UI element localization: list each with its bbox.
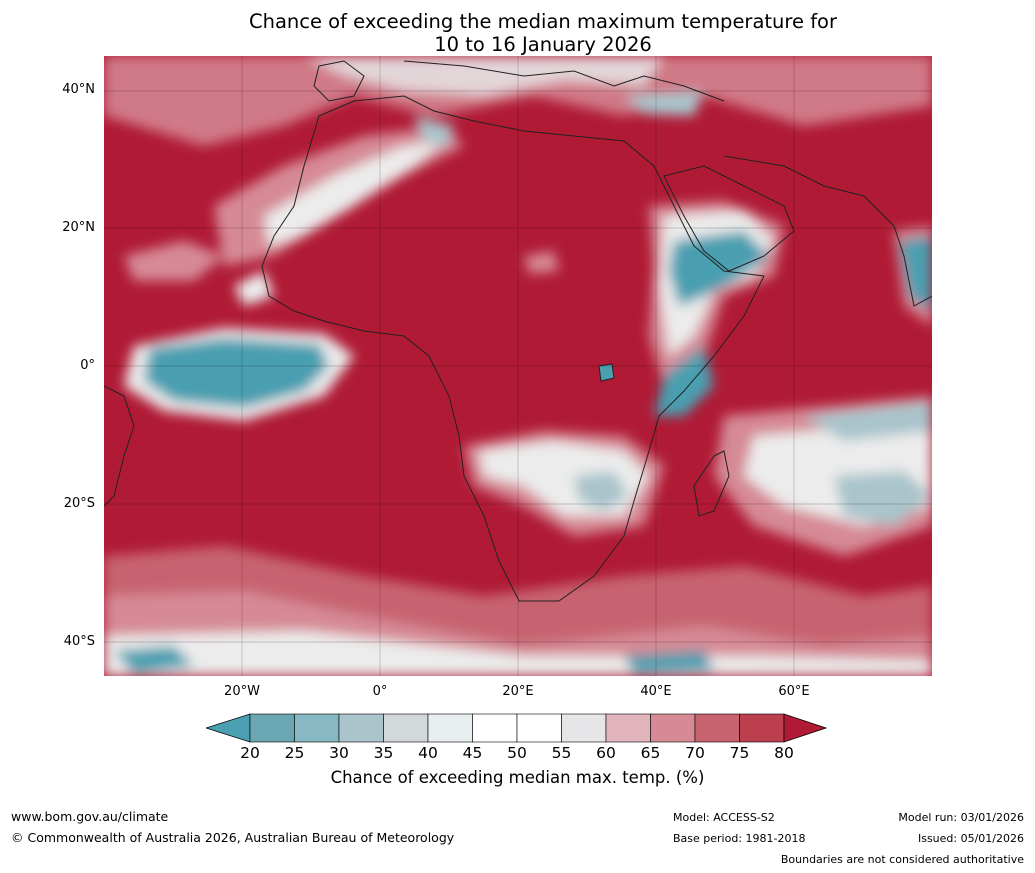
colorbar (206, 713, 828, 743)
colorbar-segment (516, 713, 562, 743)
colorbar-segment (650, 713, 696, 743)
colorbar-segment (472, 713, 518, 743)
colorbar-tick-label: 40 (418, 744, 438, 762)
footer-model-run: Model run: 03/01/2026 (898, 811, 1024, 824)
lat-label-40n: 40°N (62, 82, 95, 97)
title-line-1: Chance of exceeding the median maximum t… (248, 10, 838, 33)
colorbar-tick-label: 25 (284, 744, 305, 762)
map-canvas (104, 56, 932, 676)
colorbar-segment (739, 713, 785, 743)
graticule (104, 56, 932, 676)
lon-label-0: 0° (372, 684, 388, 699)
colorbar-extend-low (206, 713, 251, 743)
colorbar-segment (561, 713, 607, 743)
lat-label-0: 0° (80, 358, 95, 373)
colorbar-segment (427, 713, 473, 743)
colorbar-label: Chance of exceeding median max. temp. (%… (330, 768, 705, 787)
colorbar-tick-label: 60 (596, 744, 616, 762)
colorbar-tick-label: 55 (551, 744, 572, 762)
footer-url[interactable]: www.bom.gov.au/climate (11, 809, 169, 824)
lat-label-40s: 40°S (63, 634, 95, 649)
colorbar-segment (694, 713, 740, 743)
colorbar-segment (249, 713, 295, 743)
colorbar-tick-label: 75 (729, 744, 750, 762)
footer-base-period: Base period: 1981-2018 (673, 832, 806, 845)
colorbar-tick-label: 20 (240, 744, 260, 762)
lon-label-20w: 20°W (224, 684, 260, 699)
lon-label-60e: 60°E (778, 684, 810, 699)
anomaly-fields (104, 56, 932, 676)
colorbar-tick-label: 80 (774, 744, 794, 762)
colorbar-tick-label: 65 (640, 744, 661, 762)
map-title: Chance of exceeding the median maximum t… (0, 10, 1035, 56)
lat-label-20n: 20°N (62, 220, 95, 235)
colorbar-tick-label: 45 (462, 744, 483, 762)
colorbar-tick-label: 50 (507, 744, 527, 762)
colorbar-tick-label: 70 (685, 744, 705, 762)
footer-copyright: © Commonwealth of Australia 2026, Austra… (11, 830, 455, 845)
coastlines (104, 60, 932, 602)
lon-label-20e: 20°E (502, 684, 534, 699)
colorbar-segment (383, 713, 429, 743)
colorbar-segment (338, 713, 384, 743)
colorbar-segment (605, 713, 651, 743)
lon-label-40e: 40°E (640, 684, 672, 699)
colorbar-extend-high (783, 713, 828, 743)
title-line-2: 10 to 16 January 2026 (434, 33, 652, 56)
colorbar-segment (294, 713, 340, 743)
footer-model: Model: ACCESS-S2 (673, 811, 775, 824)
lat-label-20s: 20°S (63, 496, 95, 511)
colorbar-tick-label: 35 (373, 744, 394, 762)
footer-issued: Issued: 05/01/2026 (917, 832, 1024, 845)
probability-map (104, 56, 932, 676)
colorbar-tick-label: 30 (329, 744, 349, 762)
colorbar-segments (206, 713, 828, 743)
footer-disclaimer: Boundaries are not considered authoritat… (780, 853, 1024, 866)
